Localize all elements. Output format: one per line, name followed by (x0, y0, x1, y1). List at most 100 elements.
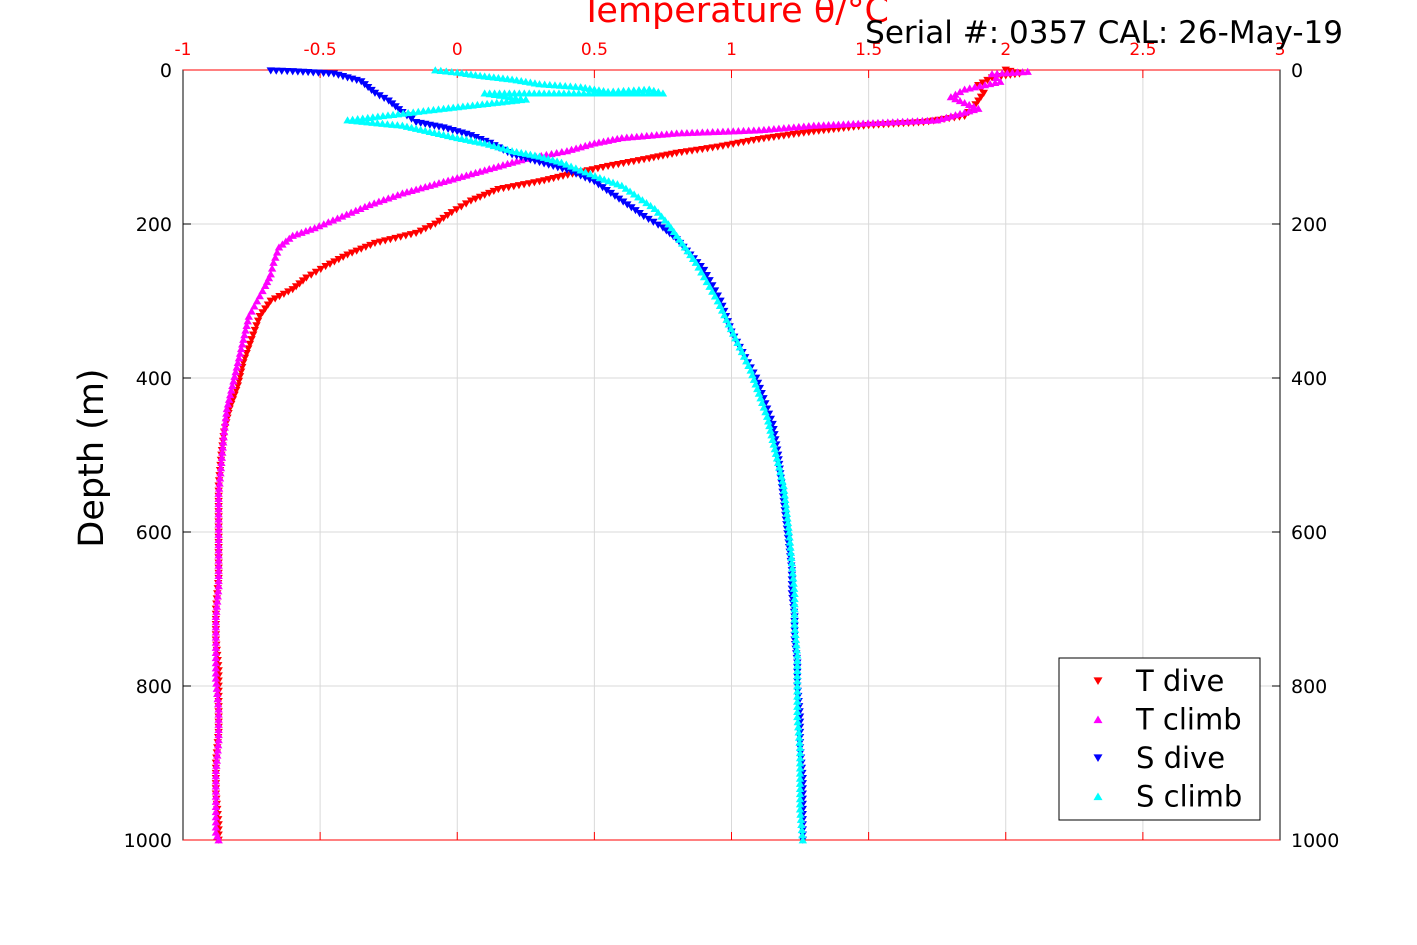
data-point (213, 746, 222, 754)
data-point (787, 553, 796, 562)
y-tick-label-left: 600 (136, 522, 172, 544)
data-point (214, 720, 223, 728)
data-point (348, 116, 357, 124)
data-point (794, 723, 803, 731)
data-point (960, 98, 969, 107)
data-point (475, 167, 485, 175)
data-point (220, 423, 229, 431)
data-point (215, 474, 225, 482)
data-point (283, 67, 292, 76)
data-point (638, 196, 647, 204)
data-point (211, 653, 221, 662)
data-point (211, 813, 221, 821)
data-point (793, 718, 802, 726)
y-tick-labels-left: 0 200 400 600 800 1000 (124, 60, 172, 852)
data-point (550, 81, 560, 89)
data-point (545, 80, 555, 88)
data-point (793, 677, 802, 685)
data-point (270, 295, 280, 303)
data-point (221, 414, 230, 422)
data-point (379, 94, 389, 103)
data-point (277, 67, 286, 75)
data-point (702, 271, 712, 280)
legend-label: S climb (1136, 780, 1242, 814)
data-point (211, 612, 221, 621)
data-point (352, 247, 361, 255)
data-point (498, 144, 508, 152)
data-point (786, 548, 796, 556)
data-point (571, 164, 581, 172)
data-point (650, 204, 659, 212)
data-point (219, 433, 228, 441)
data-point (795, 769, 805, 777)
data-point (252, 297, 262, 305)
data-point (610, 192, 620, 200)
data-point (791, 636, 801, 644)
data-point (250, 302, 259, 310)
data-point (221, 418, 230, 427)
data-point (211, 772, 221, 780)
data-point (333, 214, 342, 222)
data-point (698, 128, 707, 136)
data-point (214, 736, 223, 744)
data-point (703, 128, 712, 136)
data-point (983, 76, 992, 85)
data-point (216, 469, 225, 477)
data-point (595, 174, 605, 182)
data-point (782, 509, 792, 517)
data-point (494, 143, 503, 151)
data-point (230, 372, 239, 380)
data-point (562, 160, 571, 168)
data-point (653, 221, 663, 229)
data-point (970, 83, 979, 91)
data-point (288, 286, 297, 294)
data-point (795, 759, 805, 767)
data-point (214, 515, 223, 523)
data-point (793, 707, 802, 716)
data-point (594, 181, 603, 189)
data-point (749, 375, 759, 383)
x-tick-label: -1 (175, 40, 192, 60)
data-point (713, 127, 722, 135)
data-point (271, 253, 280, 261)
data-point (951, 95, 960, 103)
data-point (426, 222, 435, 231)
data-point (739, 126, 748, 134)
series-t-climb (211, 67, 1032, 844)
data-point (566, 162, 576, 170)
data-point (272, 67, 281, 75)
y-tick-label-right: 400 (1291, 368, 1327, 390)
x-tick-label: 2.5 (1129, 40, 1156, 60)
data-point (358, 114, 367, 122)
data-point (790, 610, 799, 618)
data-point (461, 200, 471, 208)
series-s-dive (266, 67, 808, 844)
data-point (960, 85, 969, 93)
data-point (275, 293, 284, 301)
data-marks (211, 66, 1032, 844)
data-point (498, 161, 508, 169)
data-point (793, 671, 802, 680)
data-point (793, 666, 802, 674)
data-point (252, 322, 261, 330)
data-point (421, 225, 430, 233)
data-point (315, 222, 324, 230)
legend-marker (1093, 677, 1103, 686)
data-point (702, 277, 712, 286)
data-point (796, 815, 806, 823)
data-point (951, 111, 960, 119)
legend: T dive T climb S dive S climb (1058, 657, 1261, 821)
data-point (241, 326, 250, 334)
data-point (489, 187, 499, 196)
data-point (360, 202, 370, 211)
data-point (780, 491, 789, 499)
data-point (416, 184, 425, 192)
data-point (955, 97, 965, 105)
data-point (211, 633, 221, 641)
data-point (234, 354, 244, 362)
data-point (793, 687, 802, 695)
data-point (540, 80, 549, 88)
data-point (975, 82, 985, 90)
legend-label: S dive (1136, 741, 1225, 775)
data-point (462, 171, 471, 179)
